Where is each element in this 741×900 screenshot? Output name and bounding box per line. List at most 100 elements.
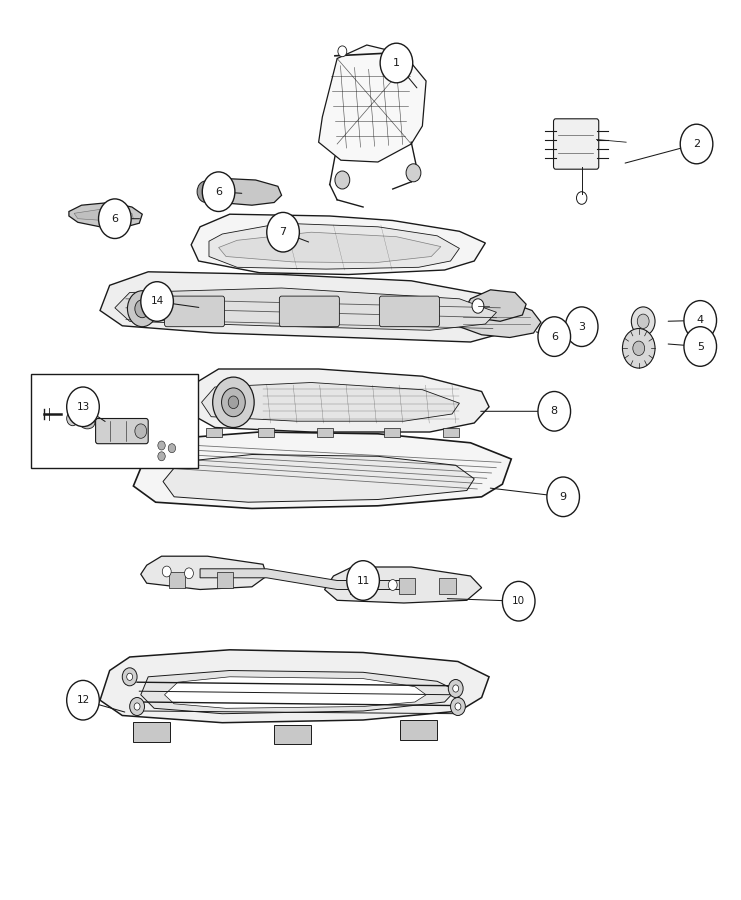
Polygon shape xyxy=(133,722,170,742)
Circle shape xyxy=(70,416,75,421)
Text: 2: 2 xyxy=(693,139,700,149)
Polygon shape xyxy=(200,178,282,205)
FancyBboxPatch shape xyxy=(165,296,225,327)
Circle shape xyxy=(380,43,413,83)
Circle shape xyxy=(267,212,299,252)
Circle shape xyxy=(127,673,133,680)
Bar xyxy=(443,428,459,436)
Circle shape xyxy=(162,566,171,577)
Polygon shape xyxy=(74,209,133,220)
Circle shape xyxy=(185,568,193,579)
Polygon shape xyxy=(133,432,511,508)
FancyBboxPatch shape xyxy=(96,418,148,444)
Circle shape xyxy=(538,317,571,356)
Polygon shape xyxy=(400,720,437,740)
Circle shape xyxy=(122,668,137,686)
Text: 5: 5 xyxy=(697,341,704,352)
Polygon shape xyxy=(202,382,459,421)
Text: 7: 7 xyxy=(279,227,287,238)
Circle shape xyxy=(538,392,571,431)
Polygon shape xyxy=(165,677,426,708)
Circle shape xyxy=(455,703,461,710)
Circle shape xyxy=(213,377,254,427)
Text: 9: 9 xyxy=(559,491,567,502)
Circle shape xyxy=(141,282,173,321)
Circle shape xyxy=(388,46,397,57)
Circle shape xyxy=(197,181,215,202)
Text: 3: 3 xyxy=(578,321,585,332)
Polygon shape xyxy=(191,214,485,274)
Polygon shape xyxy=(465,290,526,321)
Circle shape xyxy=(684,301,717,340)
Circle shape xyxy=(680,124,713,164)
Bar xyxy=(399,578,415,594)
Polygon shape xyxy=(325,567,482,603)
Circle shape xyxy=(127,291,157,327)
Circle shape xyxy=(347,561,379,600)
Polygon shape xyxy=(141,556,267,590)
Text: 13: 13 xyxy=(76,401,90,412)
Polygon shape xyxy=(319,45,426,162)
Circle shape xyxy=(622,328,655,368)
Bar xyxy=(384,428,400,436)
Text: 6: 6 xyxy=(215,186,222,197)
Circle shape xyxy=(134,703,140,710)
Ellipse shape xyxy=(80,418,95,429)
Circle shape xyxy=(338,46,347,57)
Text: 8: 8 xyxy=(551,406,558,417)
Circle shape xyxy=(502,581,535,621)
Circle shape xyxy=(366,577,375,588)
Text: 12: 12 xyxy=(76,695,90,706)
Circle shape xyxy=(135,300,150,318)
Polygon shape xyxy=(141,670,456,714)
Polygon shape xyxy=(100,650,489,723)
Text: 1: 1 xyxy=(393,58,400,68)
Circle shape xyxy=(99,199,131,238)
Bar xyxy=(258,428,274,436)
Circle shape xyxy=(448,680,463,698)
Circle shape xyxy=(406,164,421,182)
FancyBboxPatch shape xyxy=(279,296,339,327)
Polygon shape xyxy=(69,202,142,227)
Circle shape xyxy=(168,444,176,453)
Circle shape xyxy=(228,396,239,409)
Bar xyxy=(317,428,333,436)
Circle shape xyxy=(158,441,165,450)
Polygon shape xyxy=(209,223,459,269)
Circle shape xyxy=(633,341,645,356)
Circle shape xyxy=(472,299,484,313)
Bar xyxy=(217,572,233,588)
Bar xyxy=(439,578,456,594)
Circle shape xyxy=(388,580,397,590)
Polygon shape xyxy=(163,454,474,502)
Circle shape xyxy=(684,327,717,366)
Circle shape xyxy=(222,388,245,417)
Circle shape xyxy=(67,411,79,426)
Polygon shape xyxy=(200,569,404,590)
Bar xyxy=(169,572,185,588)
Circle shape xyxy=(67,387,99,427)
Text: 6: 6 xyxy=(551,331,558,342)
Circle shape xyxy=(158,452,165,461)
Circle shape xyxy=(565,307,598,346)
Polygon shape xyxy=(456,302,541,338)
Bar xyxy=(350,578,367,594)
Polygon shape xyxy=(219,232,441,263)
FancyBboxPatch shape xyxy=(379,296,439,327)
Circle shape xyxy=(631,307,655,336)
Text: 11: 11 xyxy=(356,575,370,586)
Polygon shape xyxy=(274,724,311,744)
Circle shape xyxy=(135,424,147,438)
Circle shape xyxy=(335,171,350,189)
Circle shape xyxy=(202,172,235,212)
Text: 6: 6 xyxy=(111,213,119,224)
FancyBboxPatch shape xyxy=(554,119,599,169)
Polygon shape xyxy=(187,369,489,432)
Circle shape xyxy=(637,314,649,328)
Text: 10: 10 xyxy=(512,596,525,607)
Circle shape xyxy=(451,698,465,716)
Bar xyxy=(31,374,198,468)
Text: 4: 4 xyxy=(697,315,704,326)
Polygon shape xyxy=(115,288,496,330)
Text: 14: 14 xyxy=(150,296,164,307)
